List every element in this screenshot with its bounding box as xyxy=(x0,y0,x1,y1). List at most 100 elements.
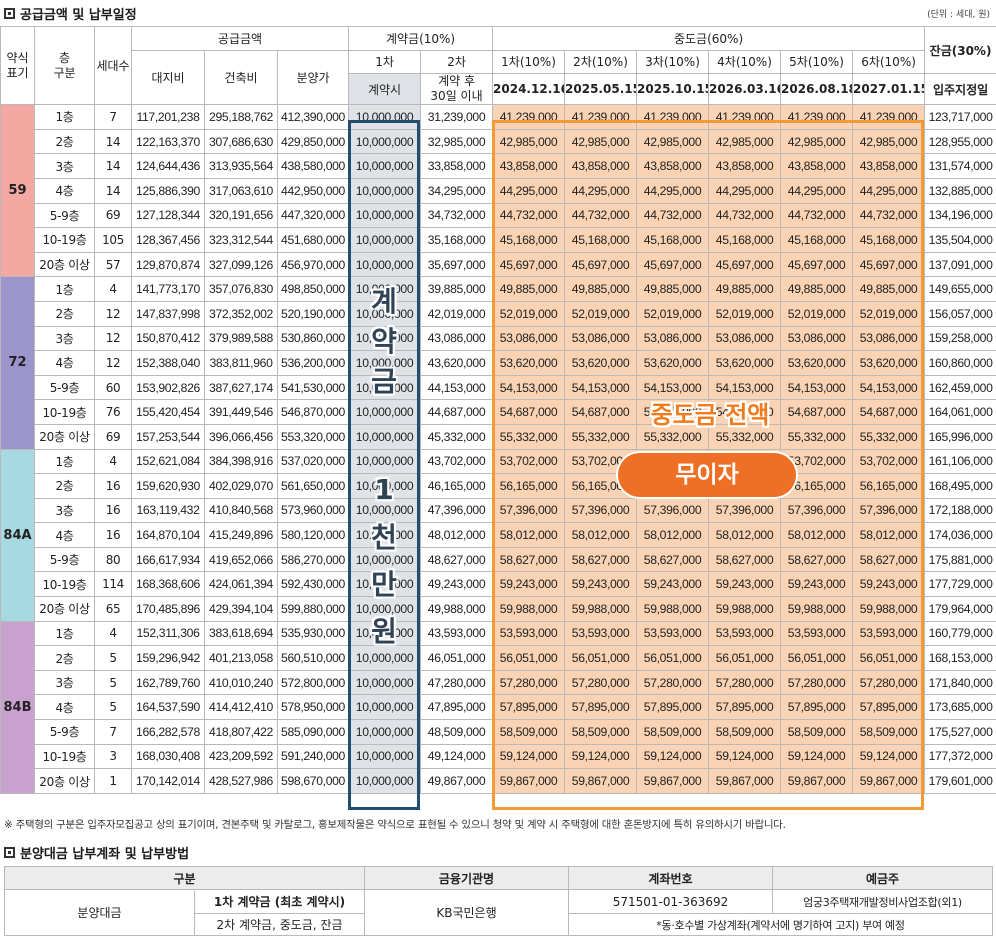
floor-cell: 5-9층 xyxy=(34,546,95,573)
table-row: 3층 5 162,789,760 410,010,240 572,800,000 10,0… xyxy=(1,669,996,696)
table-row: 3층 16 163,119,432 410,840,568 573,960,000 10,… xyxy=(1,497,996,524)
unit-count-cell: 5 xyxy=(94,645,132,671)
deposit2-cell: 43,702,000 xyxy=(420,448,494,475)
deposit2-cell: 35,168,000 xyxy=(420,227,494,253)
balance-cell: 132,885,000 xyxy=(924,177,996,204)
floor-cell: 1층 xyxy=(34,276,95,302)
unit-count-cell: 3 xyxy=(94,743,132,770)
middle-payment-cell: 52,019,000 xyxy=(780,300,854,327)
middle-payment-cell: 53,593,000 xyxy=(852,620,926,647)
deposit2-cell: 49,867,000 xyxy=(420,768,494,794)
balance-cell: 160,860,000 xyxy=(924,350,996,376)
land-cost-cell: 162,789,760 xyxy=(131,669,205,696)
middle-payment-cell: 59,988,000 xyxy=(708,596,782,622)
floor-cell: 4층 xyxy=(34,522,95,548)
table-row: 10-19층 114 168,368,606 424,061,394 592,430,0… xyxy=(1,571,996,598)
land-cost-cell: 141,773,170 xyxy=(131,276,205,302)
floor-cell: 3층 xyxy=(34,153,95,179)
balance-cell: 173,685,000 xyxy=(924,694,996,721)
deposit2-cell: 42,019,000 xyxy=(420,300,494,327)
middle-payment-cell: 54,153,000 xyxy=(492,374,566,401)
land-cost-cell: 125,886,390 xyxy=(131,177,205,204)
middle-payment-cell: 57,895,000 xyxy=(852,694,926,721)
balance-cell: 134,196,000 xyxy=(924,202,996,229)
middle-payment-cell: 59,867,000 xyxy=(708,768,782,794)
balance-cell: 162,459,000 xyxy=(924,374,996,401)
build-cost-cell: 313,935,564 xyxy=(204,153,278,179)
middle-payment-cell: 42,985,000 xyxy=(852,128,926,155)
table-row: 84A 1층 4 152,621,084 384,398,916 537,020,000 1… xyxy=(0,448,996,622)
unit-count-cell: 14 xyxy=(94,177,132,204)
land-cost-cell: 153,902,826 xyxy=(131,374,205,401)
unit-count-cell: 69 xyxy=(94,202,132,229)
middle-payment-cell: 45,697,000 xyxy=(780,251,854,278)
land-cost-cell: 164,537,590 xyxy=(131,694,205,721)
middle-payment-cell: 45,697,000 xyxy=(564,251,638,278)
middle-payment-cell: 44,295,000 xyxy=(780,177,854,204)
middle-payment-cell: 42,985,000 xyxy=(564,128,638,155)
build-cost-cell: 383,811,960 xyxy=(204,350,278,376)
sale-price-cell: 520,190,000 xyxy=(276,300,350,327)
deposit2-cell: 35,697,000 xyxy=(420,251,494,278)
account-item-remaining: 2차 계약금, 중도금, 잔금 xyxy=(194,913,365,936)
middle-payment-cell: 41,239,000 xyxy=(492,104,566,130)
section-title-schedule: 공급금액 및 납부일정 xyxy=(4,3,137,23)
build-cost-cell: 327,099,126 xyxy=(204,251,278,278)
sale-price-cell: 553,320,000 xyxy=(276,423,350,450)
sale-price-cell: 573,960,000 xyxy=(276,497,350,524)
middle-payment-cell: 43,858,000 xyxy=(852,153,926,179)
middle-payment-cell: 44,732,000 xyxy=(852,202,926,229)
middle-payment-cell: 56,165,000 xyxy=(852,473,926,499)
middle-payment-cell: 53,593,000 xyxy=(636,620,710,647)
deposit2-cell: 44,687,000 xyxy=(420,399,494,425)
middle-payment-cell: 53,593,000 xyxy=(780,620,854,647)
account-bank: KB국민은행 xyxy=(364,889,569,936)
land-cost-cell: 150,870,412 xyxy=(131,325,205,352)
floor-cell: 10-19층 xyxy=(34,227,95,253)
header-deposit: 계약금(10%) xyxy=(348,26,494,51)
middle-payment-cell: 59,124,000 xyxy=(708,743,782,770)
sale-price-cell: 591,240,000 xyxy=(276,743,350,770)
middle-payment-cell: 54,687,000 xyxy=(492,399,566,425)
deposit1-cell: 10,000,000 xyxy=(348,104,422,130)
balance-cell: 137,091,000 xyxy=(924,251,996,278)
middle-payment-cell: 58,012,000 xyxy=(780,522,854,548)
land-cost-cell: 168,368,606 xyxy=(131,571,205,598)
header-build: 건축비 xyxy=(204,49,278,106)
table-row: 4층 16 164,870,104 415,249,896 580,120,000 10,… xyxy=(1,522,996,548)
table-row: 2층 12 147,837,998 372,352,002 520,190,000 10,… xyxy=(1,300,996,327)
middle-payment-cell: 45,168,000 xyxy=(636,227,710,253)
land-cost-cell: 124,644,436 xyxy=(131,153,205,179)
unit-count-cell: 76 xyxy=(94,399,132,425)
build-cost-cell: 401,213,058 xyxy=(204,645,278,671)
middle-payment-cell: 59,867,000 xyxy=(564,768,638,794)
balance-cell: 179,964,000 xyxy=(924,596,996,622)
middle-payment-cell: 49,885,000 xyxy=(708,276,782,302)
deposit1-cell: 10,000,000 xyxy=(348,645,422,671)
table-row: 10-19층 3 168,030,408 423,209,592 591,240,000… xyxy=(1,743,996,770)
middle-payment-cell: 44,295,000 xyxy=(564,177,638,204)
deposit1-cell: 10,000,000 xyxy=(348,128,422,155)
middle-payment-cell: 43,858,000 xyxy=(492,153,566,179)
unit-count-cell: 16 xyxy=(94,473,132,499)
payment-schedule-table: 약식 표기 층 구분 세대수 공급금액 계약금(10%) 중도금(60%) 잔금(3… xyxy=(0,25,996,794)
account-header-category: 구분 xyxy=(4,866,365,890)
middle-payment-cell: 53,593,000 xyxy=(564,620,638,647)
build-cost-cell: 424,061,394 xyxy=(204,571,278,598)
floor-cell: 10-19층 xyxy=(34,399,95,425)
account-number: 571501-01-363692 xyxy=(568,889,773,914)
middle-payment-cell: 56,051,000 xyxy=(780,645,854,671)
header-mid-date: 2025.05.15 xyxy=(564,73,638,106)
middle-payment-cell: 54,687,000 xyxy=(564,399,638,425)
section-title-text: 분양대금 납부계좌 및 납부방법 xyxy=(20,846,190,862)
middle-payment-cell: 41,239,000 xyxy=(780,104,854,130)
deposit1-cell: 10,000,000 xyxy=(348,473,422,499)
middle-payment-cell: 57,280,000 xyxy=(708,669,782,696)
middle-payment-cell: 59,988,000 xyxy=(564,596,638,622)
header-dep2-timing: 계약 후 30일 이내 xyxy=(420,73,494,106)
deposit-promo-char: 약 xyxy=(371,325,397,358)
table-row: 5-9층 7 166,282,578 418,807,422 585,090,000 10… xyxy=(1,719,996,745)
middle-payment-cell: 55,332,000 xyxy=(636,423,710,450)
unit-label: (단위 : 세대, 원) xyxy=(927,10,990,20)
middle-payment-cell: 45,168,000 xyxy=(852,227,926,253)
